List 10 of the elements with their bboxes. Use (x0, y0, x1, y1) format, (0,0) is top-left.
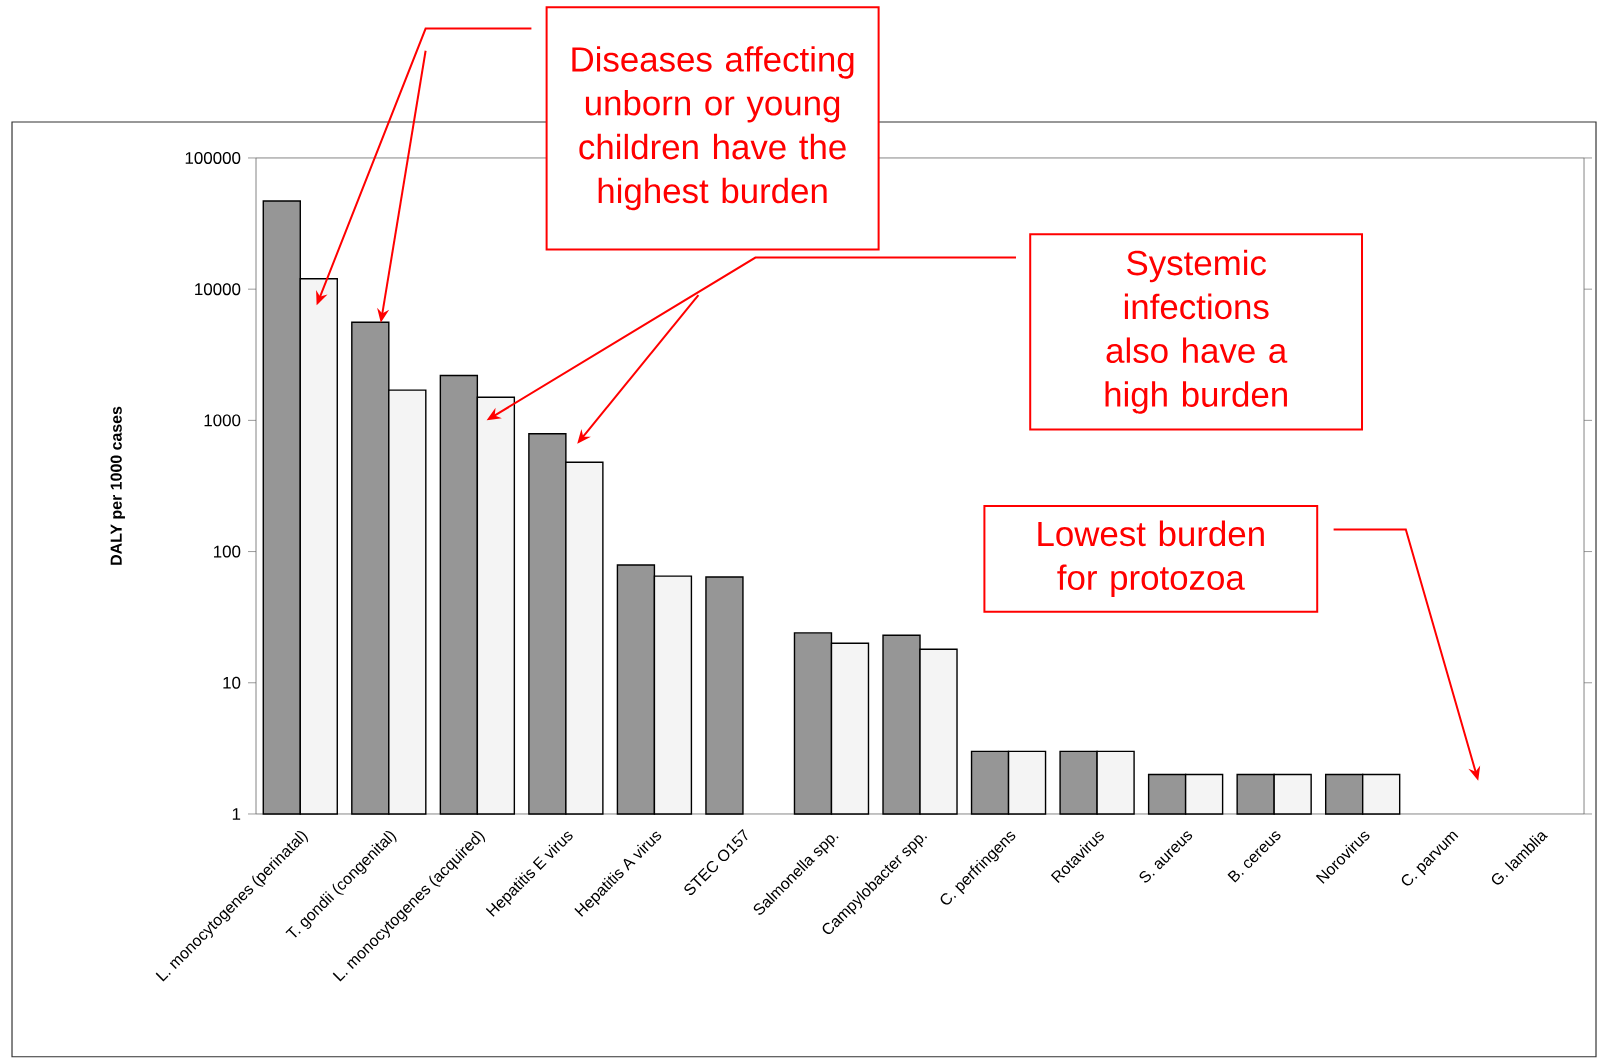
y-tick-label: 100 (213, 545, 241, 558)
y-axis-title: DALY per 1000 cases (110, 406, 125, 566)
annotation: Systemic infections also have a high burden (1105, 249, 1288, 414)
y-tick-label: 10000 (195, 283, 241, 296)
annotation: Lowest burden for protozoa (1038, 520, 1264, 598)
y-tick-label: 1 (232, 808, 241, 821)
y-tick-label: 100000 (185, 152, 241, 165)
annotation: Diseases affecting unborn or young children have the highest burden (572, 46, 854, 211)
y-tick-label: 10 (223, 677, 241, 689)
y-tick-label: 1000 (204, 414, 241, 427)
